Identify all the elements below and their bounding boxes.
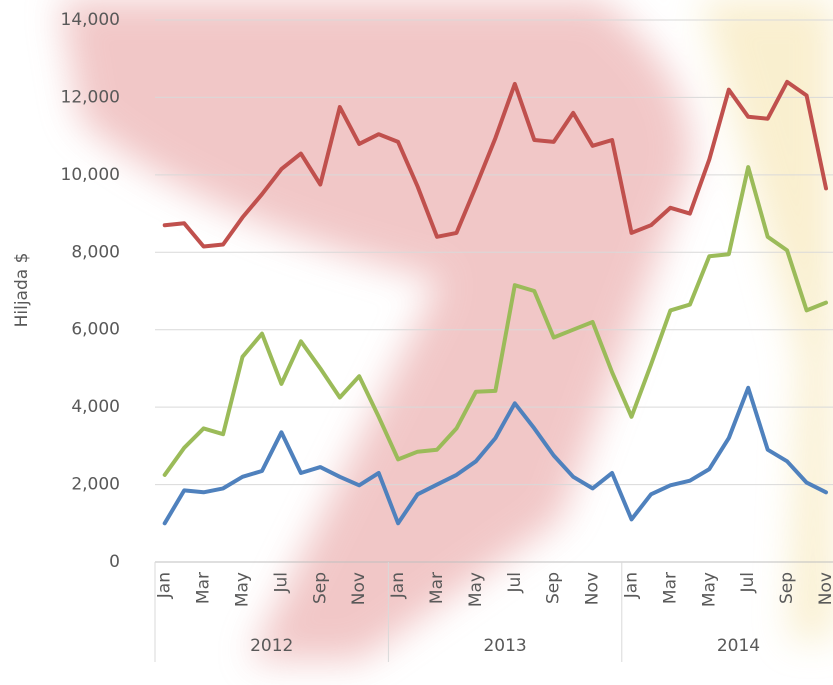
x-tick-label: Mar <box>427 572 447 604</box>
x-tick-label: May <box>233 572 253 607</box>
x-tick-label: Mar <box>194 572 214 604</box>
y-tick-label: 4,000 <box>71 397 120 417</box>
x-tick-label: Jan <box>155 572 175 599</box>
x-tick-label: Nov <box>816 572 833 605</box>
y-tick-label: 12,000 <box>61 87 120 107</box>
x-tick-label: Jul <box>271 572 291 594</box>
x-group-label: 2014 <box>717 636 760 656</box>
y-tick-label: 0 <box>109 552 120 572</box>
x-tick-label: Jul <box>505 572 525 594</box>
x-group-label: 2012 <box>250 636 293 656</box>
y-tick-label: 10,000 <box>61 165 120 185</box>
x-group-label: 2013 <box>483 636 526 656</box>
x-tick-label: Jan <box>388 572 408 599</box>
x-tick-label: Mar <box>660 572 680 604</box>
y-tick-label: 6,000 <box>71 320 120 340</box>
x-tick-label: Nov <box>349 572 369 605</box>
page: Hiljada $ 0 2,000 4,000 6,000 8,000 10,000 12,… <box>0 0 833 685</box>
chart: Hiljada $ 0 2,000 4,000 6,000 8,000 10,000 12,… <box>0 0 833 685</box>
x-tick-label: Sep <box>777 572 797 604</box>
y-tick-label: 14,000 <box>61 10 120 30</box>
x-tick-label: Jan <box>622 572 642 599</box>
y-tick-label: 2,000 <box>71 475 120 495</box>
x-tick-label: May <box>466 572 486 607</box>
y-tick-label: 8,000 <box>71 242 120 262</box>
x-tick-label: Jul <box>738 572 758 594</box>
x-tick-label: May <box>699 572 719 607</box>
x-tick-label: Sep <box>310 572 330 604</box>
x-tick-label: Sep <box>544 572 564 604</box>
y-axis-label: Hiljada $ <box>12 253 32 328</box>
x-tick-label: Nov <box>583 572 603 605</box>
